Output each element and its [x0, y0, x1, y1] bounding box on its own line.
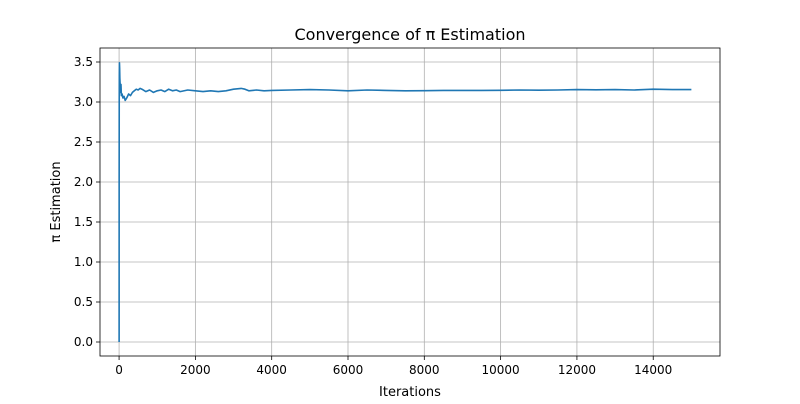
y-axis-label: π Estimation	[49, 161, 64, 242]
x-tick-label-0: 0	[115, 363, 123, 377]
series-line	[118, 61, 692, 343]
y-tick-label-7: 3.5	[74, 55, 93, 69]
chart-title: Convergence of π Estimation	[294, 25, 525, 44]
x-tick-label-2: 4000	[256, 363, 287, 377]
y-tick-label-0: 0.0	[74, 335, 93, 349]
x-tick-label-4: 8000	[409, 363, 440, 377]
y-tick-label-5: 2.5	[74, 135, 93, 149]
x-tick-label-5: 10000	[482, 363, 520, 377]
y-tick-label-3: 1.5	[74, 215, 93, 229]
x-tick-label-7: 14000	[634, 363, 672, 377]
x-tick-label-6: 12000	[558, 363, 596, 377]
y-tick-label-2: 1.0	[74, 255, 93, 269]
x-tick-label-3: 6000	[333, 363, 364, 377]
plot-frame	[99, 47, 721, 357]
x-axis-label: Iterations	[379, 385, 441, 400]
y-tick-label-4: 2.0	[74, 175, 93, 189]
y-tick-label-1: 0.5	[74, 295, 93, 309]
y-tick-label-6: 3.0	[74, 95, 93, 109]
x-tick-label-1: 2000	[180, 363, 211, 377]
